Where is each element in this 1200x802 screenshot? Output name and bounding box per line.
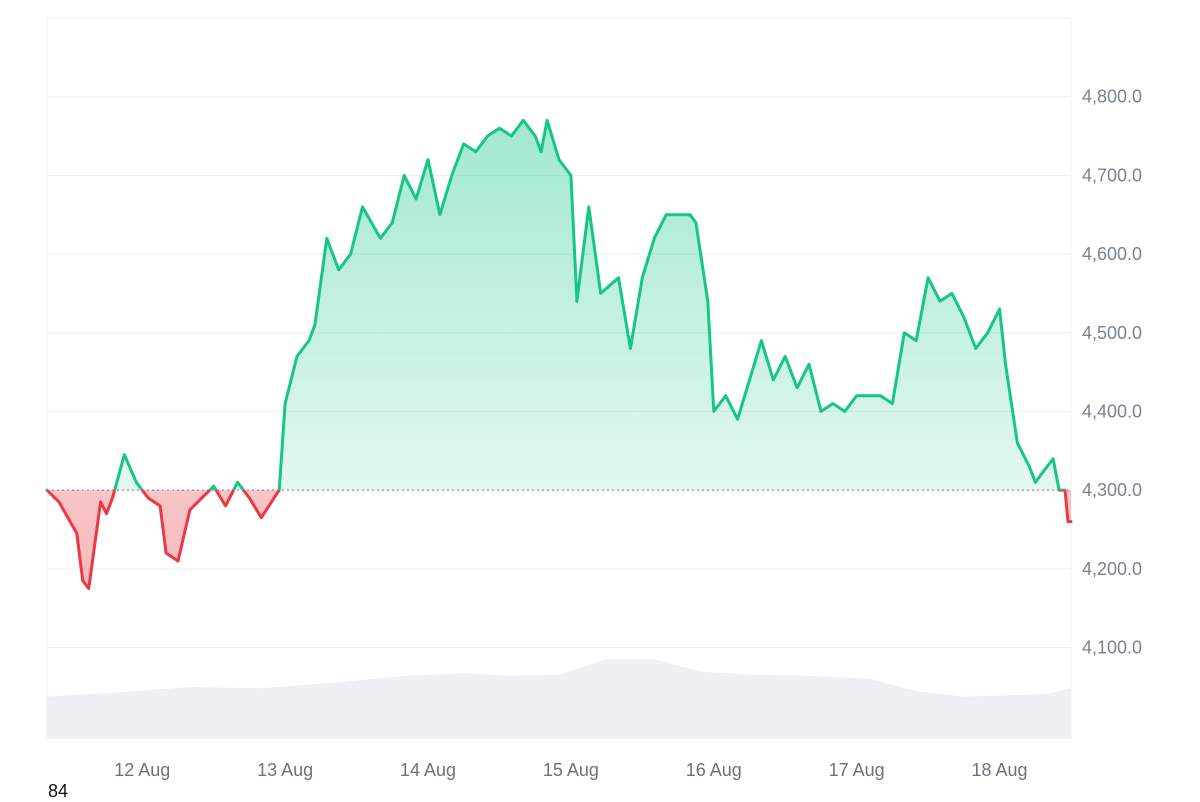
y-tick-label: 4,600.0 <box>1082 244 1142 264</box>
y-tick-label: 4,200.0 <box>1082 559 1142 579</box>
corner-label: 84 <box>48 781 69 801</box>
x-tick-label: 17 Aug <box>829 760 885 780</box>
volume-area <box>47 659 1071 738</box>
y-tick-label: 4,400.0 <box>1082 401 1142 421</box>
y-tick-label: 4,100.0 <box>1082 638 1142 658</box>
price-line-above-baseline <box>45 118 1067 491</box>
x-tick-label: 12 Aug <box>114 760 170 780</box>
x-tick-label: 13 Aug <box>257 760 313 780</box>
x-tick-label: 14 Aug <box>400 760 456 780</box>
y-tick-label: 4,300.0 <box>1082 480 1142 500</box>
x-tick-label: 18 Aug <box>972 760 1028 780</box>
area-above-baseline <box>47 120 1071 491</box>
y-axis-ticks: 4,100.0 4,200.0 4,300.0 4,400.0 4,500.0 4,600… <box>1082 87 1142 658</box>
x-tick-label: 16 Aug <box>686 760 742 780</box>
y-tick-label: 4,800.0 <box>1082 87 1142 107</box>
x-tick-label: 15 Aug <box>543 760 599 780</box>
x-axis-ticks: 12 Aug 13 Aug 14 Aug 15 Aug 16 Aug 17 Aug 18 A… <box>114 760 1027 780</box>
y-tick-label: 4,700.0 <box>1082 165 1142 185</box>
y-tick-label: 4,500.0 <box>1082 323 1142 343</box>
